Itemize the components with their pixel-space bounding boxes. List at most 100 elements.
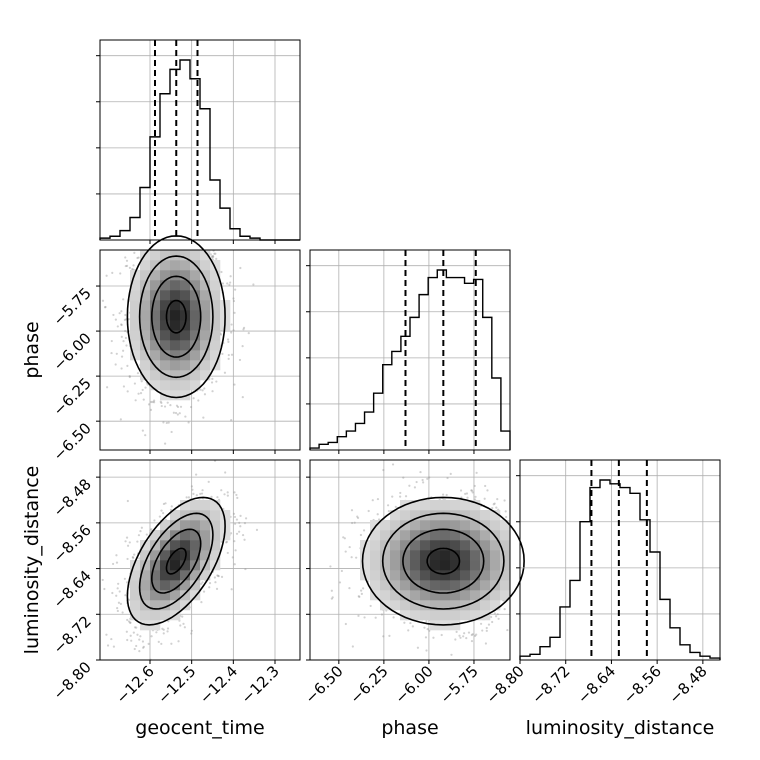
density-cell: [180, 340, 191, 351]
scatter-point: [192, 492, 195, 495]
scatter-point: [116, 325, 119, 328]
density-cell: [380, 590, 391, 601]
scatter-point: [210, 381, 214, 384]
density-cell: [460, 540, 471, 551]
density-cell: [180, 380, 191, 391]
density-cell: [160, 260, 171, 271]
density-cell: [160, 320, 171, 331]
density-cell: [400, 570, 411, 581]
density-cell: [470, 510, 481, 521]
density-cell: [420, 570, 431, 581]
density-cell: [180, 560, 191, 571]
density-cell: [170, 300, 181, 311]
density-cell: [390, 560, 401, 571]
density-cell: [200, 250, 211, 261]
scatter-point: [411, 625, 414, 628]
density-cell: [140, 550, 151, 561]
density-cell: [440, 560, 451, 571]
density-cell: [160, 560, 171, 571]
density-cell: [130, 290, 141, 301]
scatter-point: [471, 633, 474, 636]
scatter-point: [124, 594, 127, 597]
scatter-point: [487, 623, 491, 626]
scatter-point: [233, 563, 236, 566]
scatter-point: [235, 532, 239, 535]
density-cell: [210, 330, 221, 341]
scatter-point: [223, 371, 227, 374]
density-cell: [370, 570, 381, 581]
density-cell: [140, 330, 151, 341]
scatter-point: [120, 367, 123, 370]
density-cell: [440, 510, 451, 521]
density-cell: [190, 280, 201, 291]
scatter-point: [133, 553, 136, 556]
scatter-point: [132, 631, 135, 634]
x-axis-label-geocent-time: geocent_time: [135, 717, 264, 739]
density-cell: [390, 580, 401, 591]
scatter-point: [492, 503, 495, 506]
density-cell: [410, 520, 421, 531]
x-tick-label: −5.75: [437, 662, 482, 707]
histogram-geocent-time: [96, 39, 301, 244]
scatter-point: [210, 255, 214, 258]
scatter-point: [179, 624, 182, 627]
density-cell: [390, 570, 401, 581]
scatter-point: [153, 401, 156, 404]
density-cell: [440, 540, 451, 551]
scatter-point: [160, 404, 163, 408]
scatter-point: [362, 587, 365, 590]
scatter-point: [432, 636, 435, 639]
density-cell: [140, 370, 151, 381]
density-cell: [190, 590, 201, 601]
density-cell: [210, 510, 221, 521]
contour-line: [138, 512, 214, 610]
density-cell: [190, 540, 201, 551]
scatter-point: [199, 492, 202, 495]
scatter-point: [128, 375, 131, 379]
density-cell: [360, 560, 371, 571]
contour-line: [126, 496, 226, 626]
scatter-point: [483, 497, 486, 500]
density-cell: [410, 610, 421, 621]
scatter-point: [197, 399, 200, 402]
density-cell: [160, 530, 171, 541]
density-cell: [450, 510, 461, 521]
density-cell: [470, 570, 481, 581]
density-cell: [160, 280, 171, 291]
scatter-point: [139, 635, 142, 638]
scatter-point: [120, 323, 123, 326]
scatter-point: [152, 399, 156, 402]
scatter-point: [110, 637, 113, 641]
scatter-point: [252, 283, 255, 286]
density-cell: [140, 590, 151, 601]
scatter-point: [247, 331, 250, 335]
scatter-point: [162, 421, 165, 424]
density-cell: [170, 350, 181, 361]
scatter-point: [223, 493, 226, 496]
density-cell: [370, 560, 381, 571]
density-cell: [500, 570, 511, 581]
scatter-point: [114, 363, 117, 366]
density-cell: [130, 600, 141, 611]
x-tick-label: −8.56: [620, 662, 665, 707]
density-cell: [160, 360, 171, 371]
scatter-point: [184, 415, 187, 418]
scatter-point: [133, 626, 137, 629]
scatter-point: [388, 634, 391, 637]
density-cell: [200, 280, 211, 291]
contour-line: [150, 275, 202, 358]
scatter-point: [129, 634, 132, 637]
scatter-point: [241, 344, 244, 348]
scatter-point: [126, 581, 129, 584]
density-cell: [200, 270, 211, 281]
scatter-point: [136, 256, 139, 260]
scatter-point: [462, 635, 465, 638]
density-cell: [150, 320, 161, 331]
density-cell: [220, 510, 231, 521]
scatter-point: [178, 412, 181, 415]
scatter-point: [455, 630, 458, 634]
scatter-point: [503, 608, 506, 611]
density-cell: [410, 580, 421, 591]
density-cell: [170, 360, 181, 371]
density-cell: [140, 340, 151, 351]
